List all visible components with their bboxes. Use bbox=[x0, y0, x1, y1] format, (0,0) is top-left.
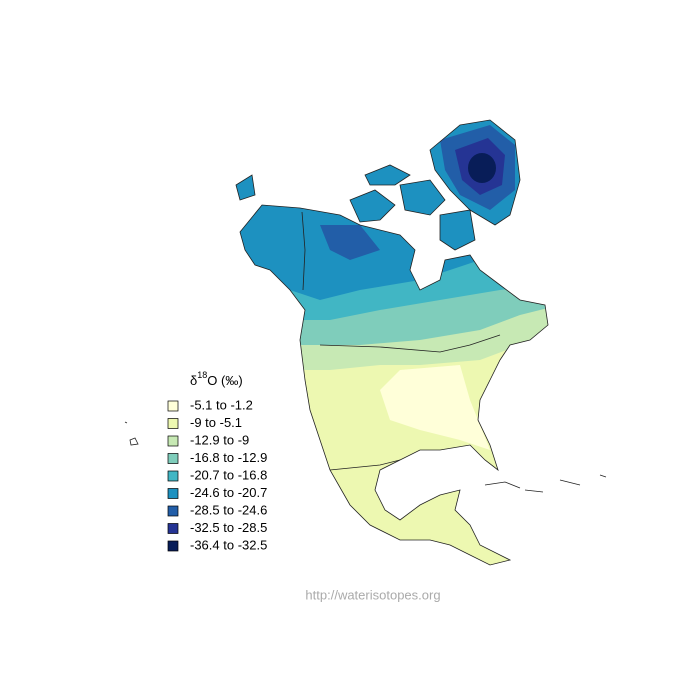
legend: -5.1 to -1.2 -9 to -5.1 -12.9 to -9 -16.8 t… bbox=[167, 397, 267, 552]
legend-swatch bbox=[167, 505, 179, 517]
coastlines bbox=[124, 119, 607, 566]
legend-label: -9 to -5.1 bbox=[190, 415, 242, 430]
legend-swatch bbox=[167, 470, 179, 482]
legend-label: -28.5 to -24.6 bbox=[190, 502, 267, 517]
source-url: http://waterisotopes.org bbox=[305, 587, 440, 602]
legend-label: -20.7 to -16.8 bbox=[190, 467, 267, 482]
legend-swatch bbox=[167, 540, 179, 552]
legend-swatch bbox=[167, 418, 179, 429]
legend-title-symbol: δ bbox=[190, 373, 197, 388]
zone bbox=[320, 225, 380, 260]
legend-title-suffix: O (‰) bbox=[207, 373, 242, 388]
island bbox=[349, 189, 396, 223]
border bbox=[329, 459, 401, 471]
island bbox=[364, 164, 411, 186]
legend-label: -5.1 to -1.2 bbox=[190, 397, 253, 412]
legend-swatch bbox=[167, 400, 179, 412]
caribbean-islands bbox=[124, 421, 607, 493]
legend-label: -12.9 to -9 bbox=[190, 432, 249, 447]
zone bbox=[236, 120, 548, 300]
island bbox=[439, 209, 476, 251]
legend-label: -32.5 to -28.5 bbox=[190, 520, 267, 535]
border bbox=[319, 334, 501, 353]
island bbox=[235, 174, 256, 201]
mainland bbox=[239, 204, 549, 566]
zone bbox=[468, 153, 496, 183]
legend-swatch bbox=[167, 435, 179, 447]
island bbox=[399, 179, 446, 216]
legend-label: -24.6 to -20.7 bbox=[190, 485, 267, 500]
legend-label: -16.8 to -12.9 bbox=[190, 450, 267, 465]
border bbox=[301, 211, 306, 291]
legend-title: δ18O (‰) bbox=[190, 370, 243, 388]
legend-swatch bbox=[167, 453, 179, 464]
legend-label: -36.4 to -32.5 bbox=[190, 537, 267, 552]
greenland bbox=[429, 119, 521, 226]
legend-swatch bbox=[167, 488, 179, 499]
legend-title-superscript: 18 bbox=[197, 370, 207, 380]
zone bbox=[380, 365, 490, 450]
legend-swatch bbox=[167, 523, 179, 534]
